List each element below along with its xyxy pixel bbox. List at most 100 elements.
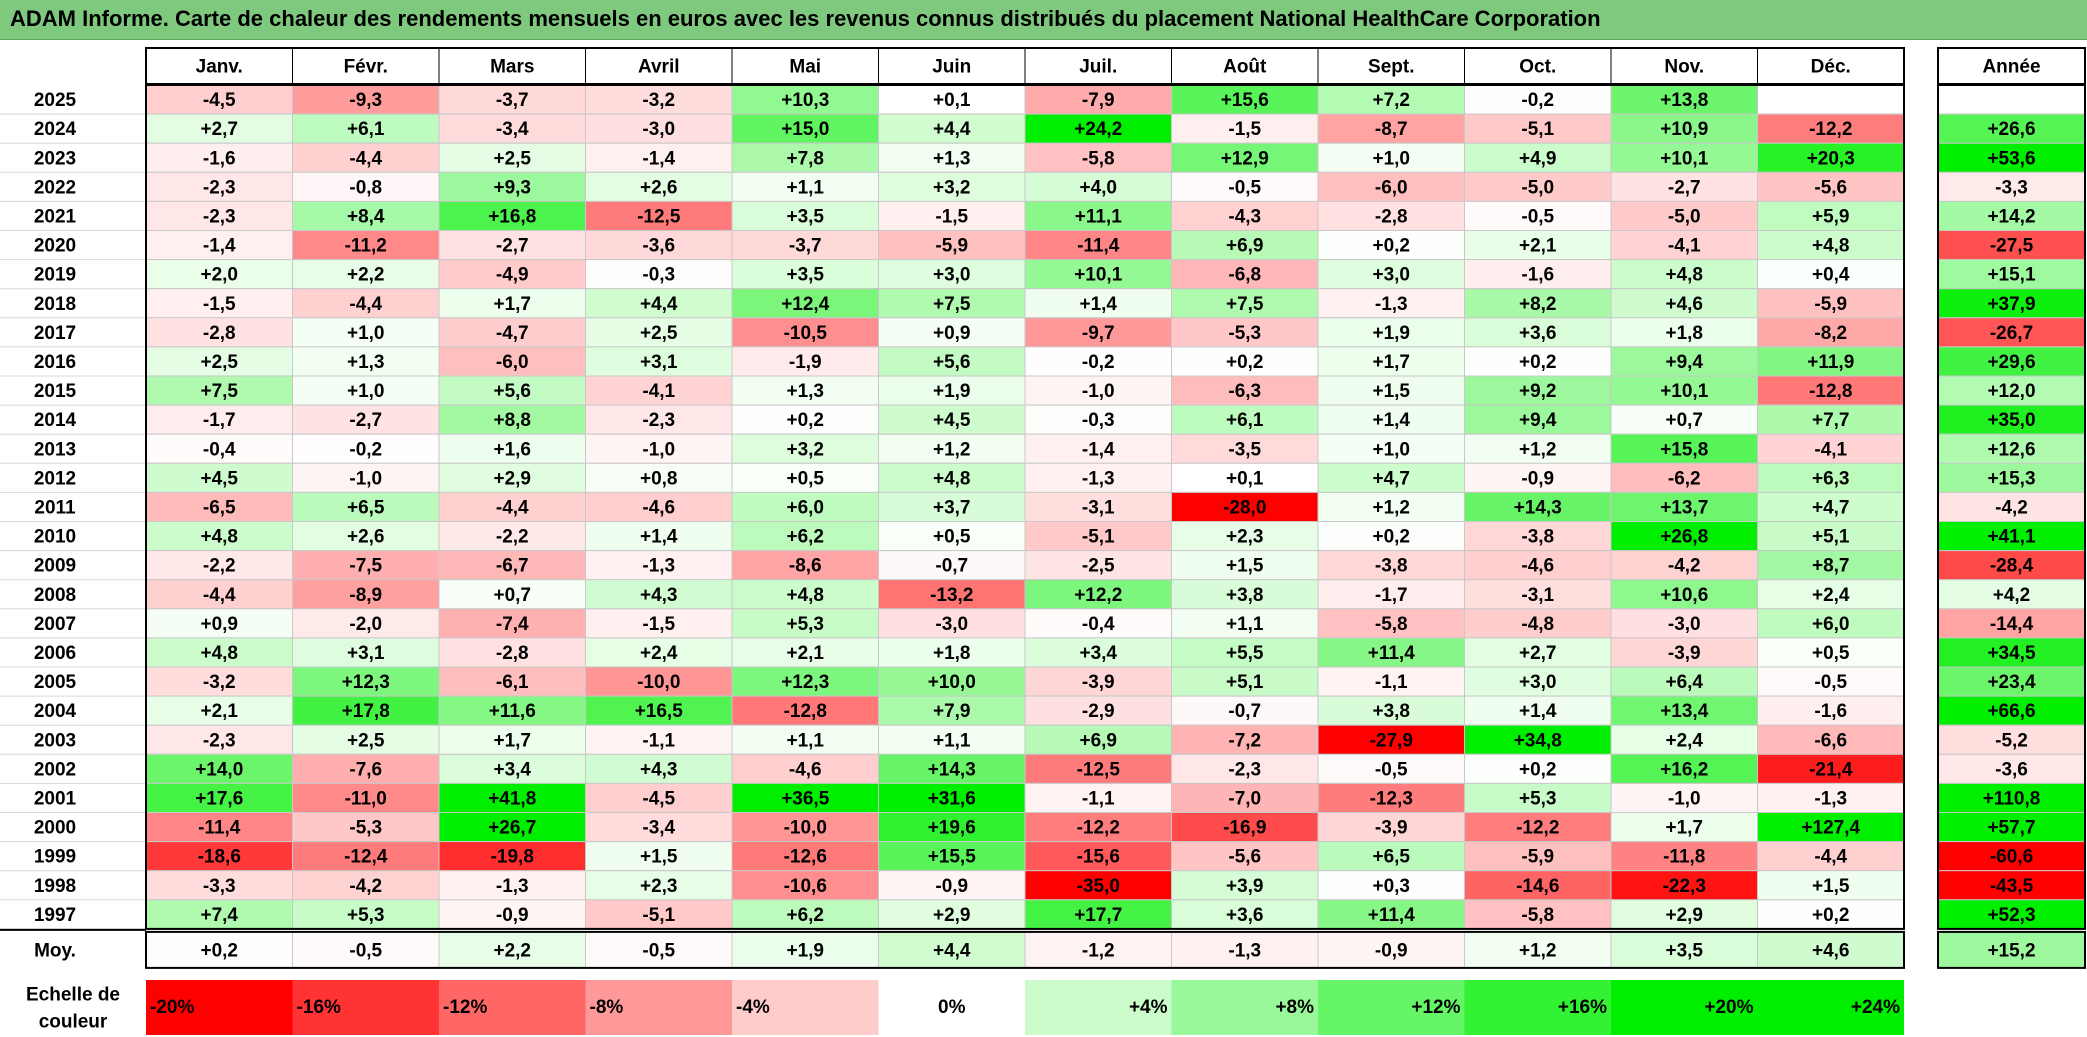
heatmap-cell (1317, 404, 1465, 435)
cell-value: +7,5 (1226, 294, 1264, 315)
heatmap-cell (1171, 462, 1319, 493)
cell-value: +4,4 (933, 119, 971, 140)
cell-value: -3,0 (935, 614, 968, 635)
cell-value: -0,7 (935, 556, 968, 577)
cell-value: +2,7 (1519, 643, 1557, 664)
cell-value: +1,2 (1519, 439, 1557, 460)
cell-value: -14,6 (1516, 876, 1559, 897)
heatmap-cell (1464, 404, 1612, 435)
heatmap-cell (1024, 317, 1172, 348)
heatmap-cell (438, 404, 586, 435)
cell-value: -4,4 (349, 148, 382, 169)
average-value: +4,6 (1812, 940, 1850, 961)
cell-value: -2,0 (349, 614, 382, 635)
heatmap-cell (1171, 637, 1319, 668)
heatmap-cell (1464, 288, 1612, 319)
year-label: 2016 (34, 352, 76, 373)
heatmap-cell (1317, 433, 1465, 464)
cell-value: +1,0 (347, 323, 385, 344)
cell-value: +4,3 (640, 585, 678, 606)
annual-value: +34,5 (1987, 643, 2036, 664)
heatmap-cell (145, 462, 293, 493)
cell-value: +5,1 (1812, 527, 1850, 548)
cell-value: -12,2 (1516, 818, 1559, 839)
heatmap-cell (1610, 375, 1758, 406)
heatmap-cell (878, 491, 1026, 522)
cell-value: -19,8 (491, 847, 534, 868)
heatmap-cell (1024, 346, 1172, 377)
cell-value: -5,1 (642, 905, 675, 926)
heatmap-cell (731, 782, 879, 814)
heatmap-cell (1317, 666, 1465, 697)
heatmap-cell (1757, 637, 1905, 668)
heatmap-cell (1024, 666, 1172, 697)
cell-value: +5,5 (1226, 643, 1264, 664)
cell-value: +6,1 (347, 119, 385, 140)
cell-value: +1,0 (1372, 148, 1410, 169)
table-row: 2015 +7,5 +1,0 +5,6 -4,1 +1,3 +1,9 -1,0 -6,3 +1,5… (0, 375, 2086, 406)
cell-value: -1,3 (496, 876, 529, 897)
cell-value: +3,2 (933, 177, 971, 198)
heatmap-cell (292, 899, 440, 930)
cell-value: +0,1 (933, 90, 971, 111)
cell-value: -4,3 (1228, 206, 1261, 227)
heatmap-cell (731, 433, 879, 464)
average-value: -1,3 (1228, 940, 1261, 961)
cell-value: -1,1 (642, 730, 675, 751)
heatmap-cell (585, 724, 733, 755)
cell-value: +3,0 (1372, 265, 1410, 286)
cell-value: -4,7 (496, 323, 529, 344)
annual-value: -14,4 (1990, 614, 2034, 635)
cell-value: +6,5 (347, 497, 385, 518)
heatmap-cell (292, 637, 440, 668)
heatmap-cell (585, 288, 733, 319)
cell-value: +11,4 (1368, 643, 1415, 664)
cell-value: -7,2 (1228, 730, 1261, 751)
heatmap-cell (292, 113, 440, 144)
heatmap-cell (1171, 753, 1319, 784)
cell-value: -6,3 (1228, 381, 1261, 402)
heatmap-cell (145, 841, 293, 872)
average-value: +2,2 (493, 940, 531, 961)
average-cell (1171, 931, 1319, 969)
heatmap-cell (1171, 724, 1319, 755)
annual-value: +12,0 (1987, 381, 2035, 402)
average-cell (1317, 931, 1465, 969)
heatmap-cell (731, 171, 879, 202)
heatmap-cell (731, 550, 879, 581)
color-scale-step-label: +16% (1558, 997, 1607, 1018)
heatmap-cell (1757, 404, 1905, 435)
average-value: -1,2 (1082, 940, 1115, 961)
heatmap-cell (1757, 375, 1905, 406)
heatmap-cell (1024, 404, 1172, 435)
heatmap-cell (145, 899, 293, 930)
heatmap-cell (1024, 782, 1172, 814)
heatmap-cell (145, 550, 293, 581)
color-scale-swatch (1171, 980, 1318, 1035)
heatmap-cell (438, 113, 586, 144)
annual-value: +57,7 (1987, 818, 2035, 839)
cell-value: +2,1 (200, 701, 238, 722)
color-scale-step-label: +24% (1851, 997, 1900, 1018)
average-value: +3,5 (1665, 940, 1703, 961)
cell-value: +8,8 (493, 410, 531, 431)
cell-value: -2,3 (203, 730, 236, 751)
heatmap-cell (145, 113, 293, 144)
table-row: 2019 +2,0 +2,2 -4,9 -0,3 +3,5 +3,0 +10,1 -6,8 +3,… (0, 259, 2086, 290)
annual-cell (1937, 230, 2086, 261)
cell-value: +2,3 (1226, 527, 1264, 548)
heatmap-cell (292, 812, 440, 843)
heatmap-cell (145, 637, 293, 668)
table-row: 2023 -1,6 -4,4 +2,5 -1,4 +7,8 +1,3 -5,8 +12,9 +1,… (0, 142, 2086, 173)
cell-value: +1,0 (347, 381, 385, 402)
cell-value: +3,4 (1079, 643, 1117, 664)
annual-cell (1937, 841, 2086, 872)
heatmap-cell (1024, 550, 1172, 581)
heatmap-cell (585, 230, 733, 261)
heatmap-cell (1171, 288, 1319, 319)
heatmap-cell (1171, 113, 1319, 144)
heatmap-cell (1757, 753, 1905, 784)
heatmap-cell (1317, 870, 1465, 901)
heatmap-cell (438, 812, 586, 843)
heatmap-cell (1757, 782, 1905, 814)
